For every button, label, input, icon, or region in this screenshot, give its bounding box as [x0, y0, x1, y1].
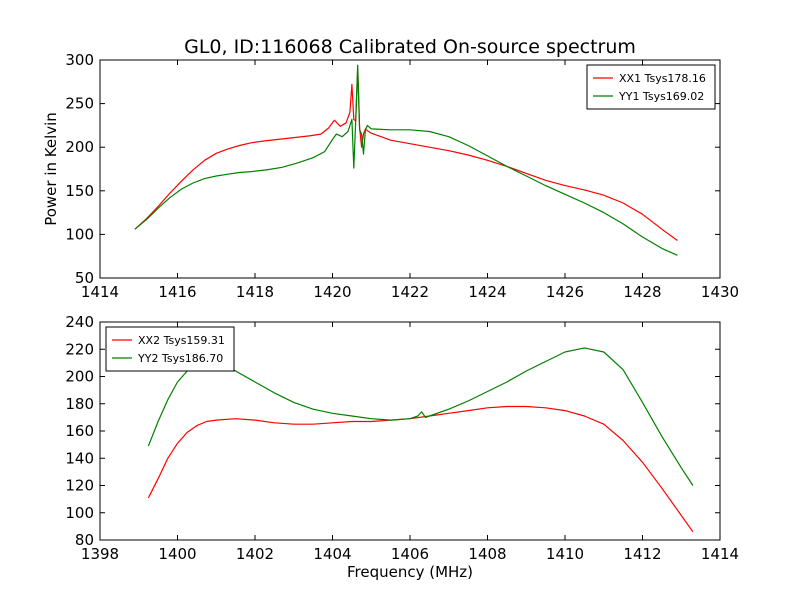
y-tick-label: 180 [65, 395, 94, 413]
x-tick-label: 1428 [623, 283, 661, 301]
y-tick-label: 240 [65, 313, 94, 331]
x-tick-label: 1408 [468, 545, 506, 563]
y-tick-label: 300 [65, 51, 94, 69]
x-tick-label: 1406 [391, 545, 429, 563]
y-tick-label: 100 [65, 225, 94, 243]
legend-box [586, 64, 716, 110]
y-tick-label: 250 [65, 95, 94, 113]
legend-label: YY1 Tsys169.02 [618, 90, 704, 103]
y-tick-label: 200 [65, 368, 94, 386]
y-tick-label: 80 [75, 531, 94, 549]
x-tick-label: 1402 [236, 545, 274, 563]
x-tick-label: 1414 [81, 283, 119, 301]
chart-panel-2: 1398 1400 1402 1404 1406 1408 1410 1412 1414 80 10… [65, 313, 739, 563]
y-tick-label: 200 [65, 138, 94, 156]
x-tick-label: 1430 [701, 283, 739, 301]
legend: XX2 Tsys159.31 YY2 Tsys186.70 [105, 326, 235, 372]
y-tick-label: 50 [75, 269, 94, 287]
y-tick-label: 140 [65, 449, 94, 467]
chart-panel-1: 1414 1416 1418 1420 1422 1424 1426 1428 1430 50 10… [42, 51, 739, 301]
legend-box [105, 326, 235, 372]
x-tick-label: 1404 [313, 545, 351, 563]
series-line-1-2 [134, 64, 678, 256]
y-tick-label: 220 [65, 340, 94, 358]
y-axis-label: Power in Kelvin [42, 112, 60, 226]
y-tick-label: 150 [65, 182, 94, 200]
x-axis-label: Frequency (MHz) [347, 563, 473, 581]
x-tick-label: 1416 [158, 283, 196, 301]
x-tick-label: 1412 [623, 545, 661, 563]
x-tick-label: 1398 [81, 545, 119, 563]
x-tick-label: 1422 [391, 283, 429, 301]
x-tick-label: 1426 [546, 283, 584, 301]
y-tick-label: 160 [65, 422, 94, 440]
legend-label: YY2 Tsys186.70 [137, 352, 223, 365]
y-tick-label: 100 [65, 504, 94, 522]
legend-label: XX2 Tsys159.31 [138, 334, 225, 347]
panels-group: 1414 1416 1418 1420 1422 1424 1426 1428 1430 50 10… [42, 51, 739, 563]
x-tick-label: 1410 [546, 545, 584, 563]
y-tick-label: 120 [65, 477, 94, 495]
chart-title: GL0, ID:116068 Calibrated On-source spec… [184, 36, 636, 58]
x-tick-label: 1420 [313, 283, 351, 301]
x-tick-label: 1424 [468, 283, 506, 301]
x-tick-label: 1418 [236, 283, 274, 301]
x-tick-label: 1414 [701, 545, 739, 563]
x-tick-label: 1400 [158, 545, 196, 563]
legend: XX1 Tsys178.16 YY1 Tsys169.02 [586, 64, 716, 110]
legend-label: XX1 Tsys178.16 [619, 72, 706, 85]
series-line-2-1 [147, 405, 694, 533]
